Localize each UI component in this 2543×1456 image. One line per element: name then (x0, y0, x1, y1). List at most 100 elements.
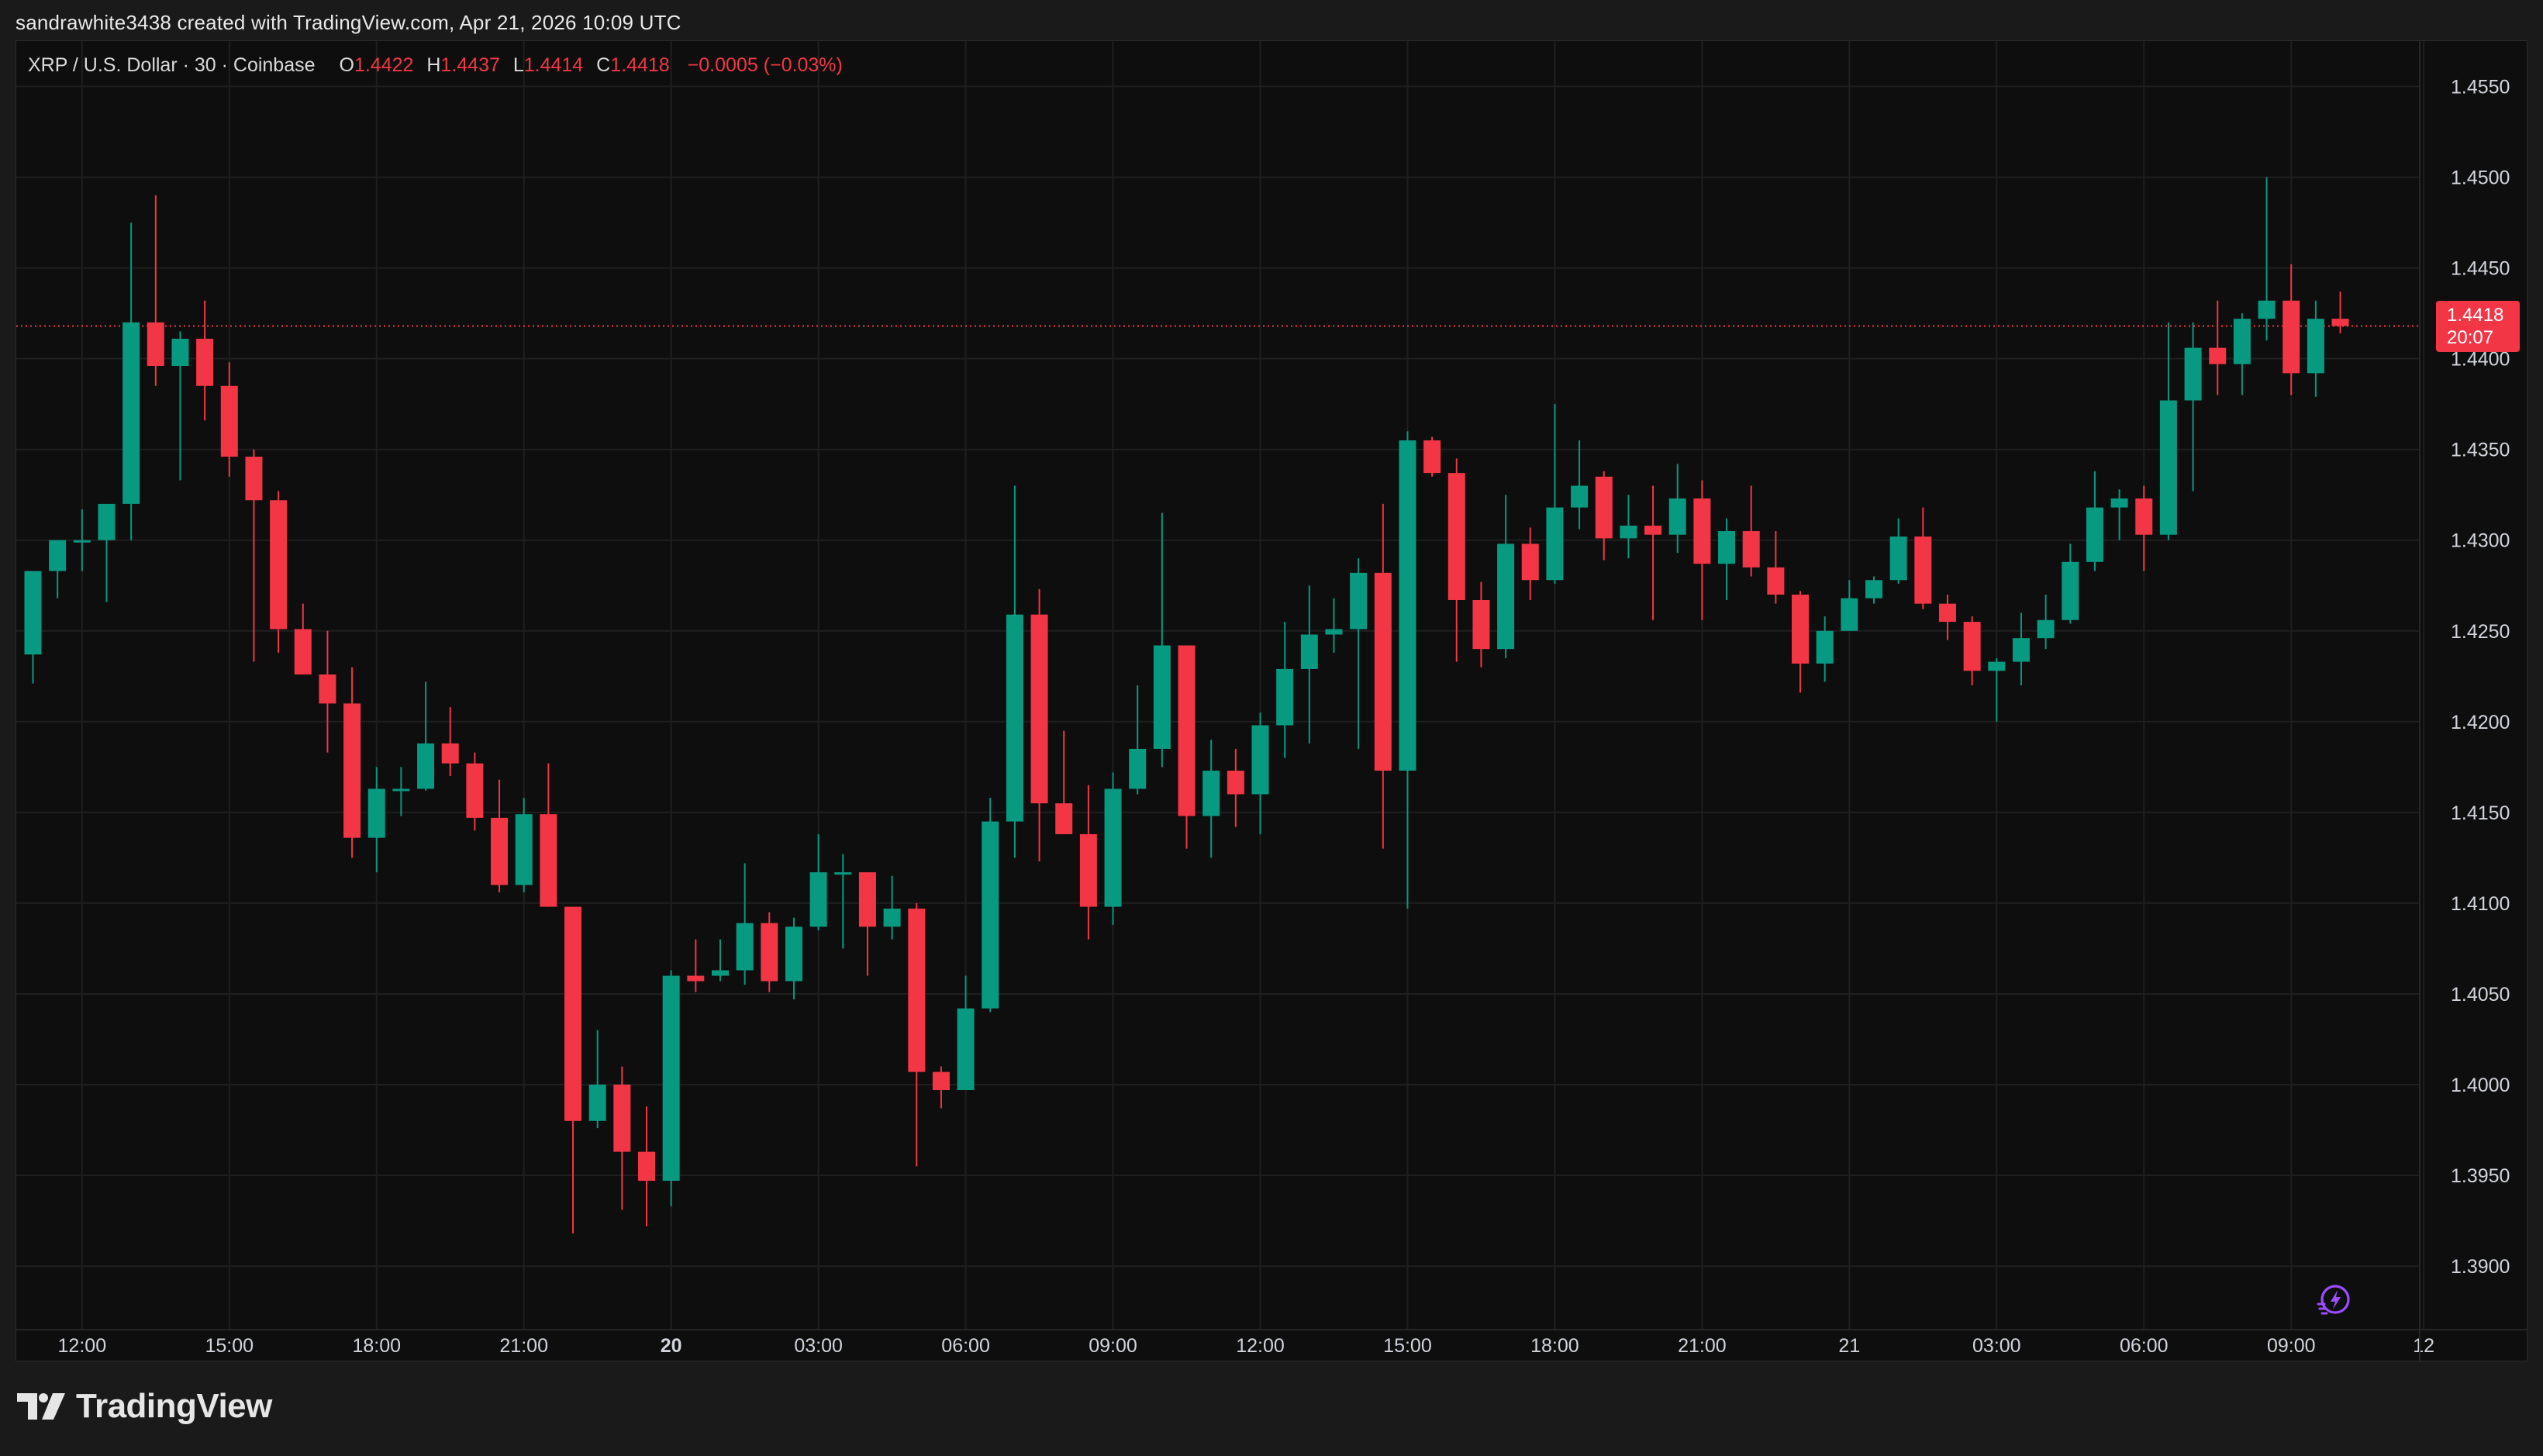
candle-body (785, 926, 802, 982)
candle-body (1300, 634, 1318, 669)
candle-body (98, 503, 116, 540)
candle-body (1792, 594, 1810, 664)
candle-body (2110, 498, 2128, 508)
candle-body (1938, 603, 1956, 623)
x-tick-label: 09:00 (1089, 1335, 1137, 1357)
candle-body (49, 540, 67, 571)
candle-body (687, 975, 705, 982)
x-tick-label: 09:00 (2267, 1335, 2316, 1357)
y-tick-label: 1.4350 (2451, 440, 2510, 461)
candle-body (2258, 300, 2276, 319)
low-value: 1.4414 (523, 54, 584, 76)
x-tick-label: 20 (661, 1335, 682, 1357)
attribution-text: sandrawhite3438 created with TradingView… (16, 11, 681, 34)
candle-body (1055, 803, 1073, 834)
candle-body (1325, 629, 1343, 635)
change-value: −0.0005 (−0.03%) (687, 54, 843, 76)
x-tick-label: 03:00 (1972, 1335, 2021, 1357)
candle-body (1251, 725, 1269, 795)
candle-body (564, 906, 582, 1121)
candle-body (540, 814, 557, 907)
candle-body (1841, 598, 1858, 631)
candle-body (1374, 572, 1392, 771)
candle-body (1104, 788, 1122, 907)
candle-body (1129, 748, 1147, 789)
candle-body (858, 872, 876, 927)
candle-body (2307, 319, 2324, 374)
candle-body (982, 821, 999, 1009)
candle-body (834, 872, 852, 875)
candle-body (1889, 537, 1907, 581)
candle-body (1276, 668, 1294, 726)
candle-body (2159, 400, 2177, 535)
x-tick-label: 21:00 (499, 1335, 548, 1357)
chart-frame[interactable]: 1.3900 1.3950 1.4000 1.4050 1.4100 1.4150 1.42… (16, 40, 2528, 1362)
candle-body (1423, 440, 1441, 474)
candle-body (294, 629, 312, 675)
candle-body (1079, 833, 1097, 907)
candle-body (245, 457, 263, 501)
x-tick-label: 15:00 (1383, 1335, 1432, 1357)
candle-body (171, 338, 189, 367)
candle-body (761, 923, 778, 982)
x-tick-label: 06:00 (2120, 1335, 2169, 1357)
candle-body (1571, 485, 1589, 508)
candlestick-chart[interactable]: 1.3900 1.3950 1.4000 1.4050 1.4100 1.4150 1.42… (16, 41, 2528, 1362)
last-price-value: 1.4418 (2447, 305, 2504, 326)
candle-body (1988, 661, 2006, 671)
candle-body (1668, 498, 1686, 535)
candle-body (736, 923, 754, 971)
x-tick-label: 12 (2413, 1335, 2434, 1357)
candle-body (515, 814, 533, 885)
x-tick-label: 15:00 (205, 1335, 254, 1357)
y-tick-label: 1.3950 (2451, 1165, 2510, 1187)
x-tick-label: 06:00 (941, 1335, 990, 1357)
candle-body (1914, 537, 1932, 604)
candle-body (1816, 630, 1834, 664)
candle-body (24, 571, 42, 655)
candle-body (2282, 300, 2300, 374)
symbol-name: XRP / U.S. Dollar · 30 · Coinbase (28, 54, 316, 76)
candle-body (1644, 526, 1662, 535)
x-tick-label: 18:00 (352, 1335, 401, 1357)
candle-body (122, 322, 140, 504)
candle-body (1497, 543, 1515, 650)
y-tick-label: 1.4450 (2451, 258, 2510, 280)
y-tick-label: 1.4250 (2451, 621, 2510, 643)
x-tick-label: 21 (1838, 1335, 1860, 1357)
candle-body (1178, 645, 1196, 816)
low-key: L (512, 54, 524, 76)
candle-body (883, 908, 901, 927)
candle-body (73, 540, 91, 543)
y-tick-label: 1.4150 (2451, 802, 2510, 824)
candle-body (1202, 771, 1220, 816)
candle-body (2184, 347, 2202, 401)
candle-body (466, 763, 484, 818)
candle-body (392, 788, 410, 792)
tradingview-logo[interactable]: TradingView (17, 1387, 272, 1425)
candle-body (662, 975, 680, 1182)
y-tick-label: 1.4000 (2451, 1075, 2510, 1096)
brand-name: TradingView (76, 1387, 272, 1425)
y-tick-label: 1.4100 (2451, 893, 2510, 915)
candle-body (1030, 614, 1048, 804)
candle-body (1399, 440, 1416, 771)
candle-body (1153, 645, 1171, 749)
candle-body (2209, 347, 2227, 364)
x-tick-label: 12:00 (58, 1335, 107, 1357)
candle-body (1620, 526, 1637, 539)
candle-body (441, 743, 459, 764)
lightning-replay-icon[interactable] (2315, 1281, 2354, 1320)
y-tick-label: 1.4200 (2451, 712, 2510, 733)
candle-body (638, 1151, 655, 1182)
x-tick-label: 03:00 (794, 1335, 843, 1357)
y-tick-label: 1.4050 (2451, 984, 2510, 1006)
candle-body (1447, 473, 1465, 600)
open-value: 1.4422 (354, 54, 414, 76)
tradingview-logo-icon (17, 1393, 65, 1420)
candle-body (367, 788, 385, 838)
candle-body (711, 970, 729, 976)
candle-body (1350, 572, 1368, 630)
high-value: 1.4437 (440, 54, 500, 76)
y-tick-label: 1.4400 (2451, 349, 2510, 371)
